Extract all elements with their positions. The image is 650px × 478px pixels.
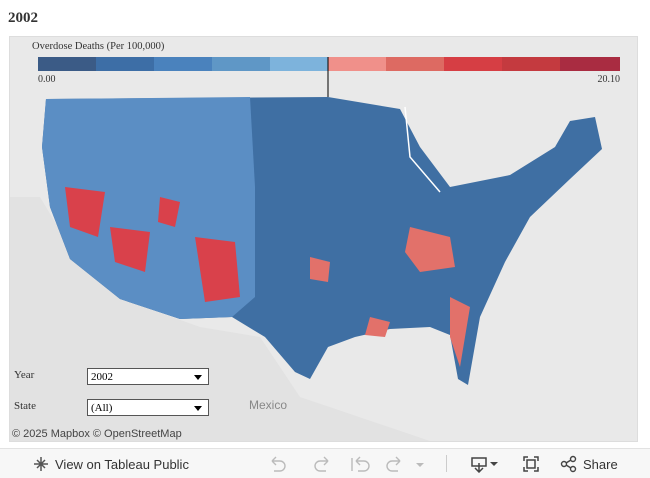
toolbar-separator [446, 455, 447, 472]
share-icon [560, 455, 577, 473]
legend-step [270, 57, 328, 71]
legend-step [386, 57, 444, 71]
legend-step [328, 57, 386, 71]
high-rate-west [65, 187, 240, 302]
legend-step [560, 57, 620, 71]
tableau-icon [34, 457, 48, 471]
legend-step [154, 57, 212, 71]
legend-step [96, 57, 154, 71]
filter-label: State [14, 400, 36, 412]
dropdown-value: (All) [91, 402, 113, 414]
great-lakes-shore [404, 106, 441, 193]
dropdown-value: 2002 [91, 371, 113, 383]
map-frame: Overdose Deaths (Per 100,000) 0.00 20.10… [9, 36, 638, 442]
dropdown-arrow [194, 375, 202, 380]
legend-title: Overdose Deaths (Per 100,000) [32, 41, 165, 52]
legend-step [444, 57, 502, 71]
legend-min: 0.00 [38, 74, 56, 85]
attribution: © 2025 Mapbox © OpenStreetMap [12, 428, 182, 440]
legend-step [38, 57, 96, 71]
download-button[interactable] [470, 455, 500, 473]
dropdown-arrow [194, 406, 202, 411]
title: 2002 [8, 10, 38, 26]
legend-step [502, 57, 560, 71]
high-rate-east [310, 227, 470, 367]
legend-bar [38, 57, 620, 71]
legend-max: 20.10 [598, 74, 621, 85]
legend-step [212, 57, 270, 71]
state-dropdown[interactable]: (All) [87, 399, 209, 416]
history-icons [271, 456, 424, 472]
place-label: Mexico [249, 398, 287, 412]
year-dropdown[interactable]: 2002 [87, 368, 209, 385]
toolbar: View on Tableau Public Share [0, 448, 650, 478]
fullscreen-button[interactable] [522, 455, 540, 473]
share-button[interactable]: Share [583, 457, 618, 472]
filter-label: Year [14, 369, 35, 381]
view-link[interactable]: View on Tableau Public [55, 457, 189, 472]
